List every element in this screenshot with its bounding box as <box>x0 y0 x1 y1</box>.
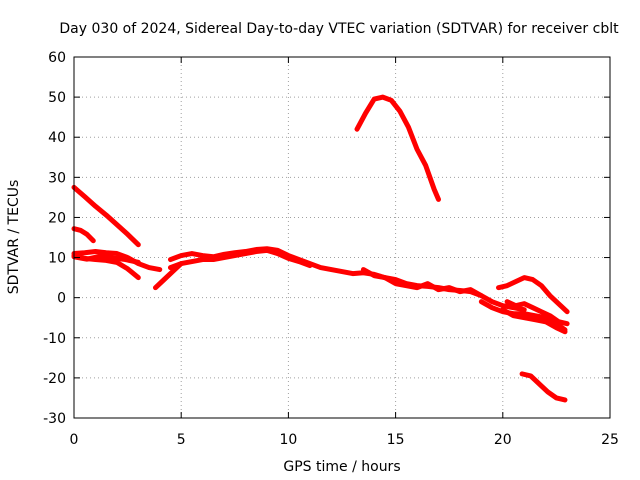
plot-series <box>71 94 570 403</box>
x-tick-label: 10 <box>279 432 297 448</box>
y-axis-label: SDTVAR / TECUs <box>6 180 22 295</box>
series-arc-15 <box>519 371 568 403</box>
y-tick-label: -10 <box>43 331 66 347</box>
y-tick-label: 0 <box>57 291 66 307</box>
series-arc-2 <box>71 226 96 244</box>
series-arc-11 <box>478 299 568 333</box>
series-arc-14 <box>504 299 570 327</box>
series-arc-5 <box>71 253 141 265</box>
series-arc-10 <box>354 94 441 202</box>
y-tick-label: 60 <box>48 50 66 66</box>
series-arc-8 <box>167 247 313 271</box>
y-tick-label: 40 <box>48 130 66 146</box>
x-tick-label: 5 <box>177 432 186 448</box>
y-tick-label: 10 <box>48 251 66 267</box>
plot-frame <box>73 56 611 419</box>
x-tick-label: 15 <box>387 432 405 448</box>
axis-ticks: 0 5 10 15 20 25 -30 -20 -10 0 10 20 30 40 50 60 <box>43 50 619 448</box>
x-tick-label: 20 <box>494 432 512 448</box>
grid <box>74 57 610 418</box>
chart-title: Day 030 of 2024, Sidereal Day-to-day VTE… <box>59 21 619 37</box>
series-arc-13 <box>496 275 570 315</box>
series-arc-9 <box>360 267 484 299</box>
series-arc-1 <box>71 184 141 248</box>
y-tick-label: -20 <box>43 371 66 387</box>
series-arc-4 <box>71 249 163 273</box>
y-tick-label: -30 <box>43 411 66 427</box>
y-tick-label: 20 <box>48 210 66 226</box>
x-tick-label: 0 <box>70 432 79 448</box>
y-tick-label: 50 <box>48 90 66 106</box>
series-arc-12 <box>500 307 568 335</box>
y-tick-label: 30 <box>48 170 66 186</box>
x-axis-label: GPS time / hours <box>283 459 400 475</box>
x-tick-label: 25 <box>601 432 619 448</box>
